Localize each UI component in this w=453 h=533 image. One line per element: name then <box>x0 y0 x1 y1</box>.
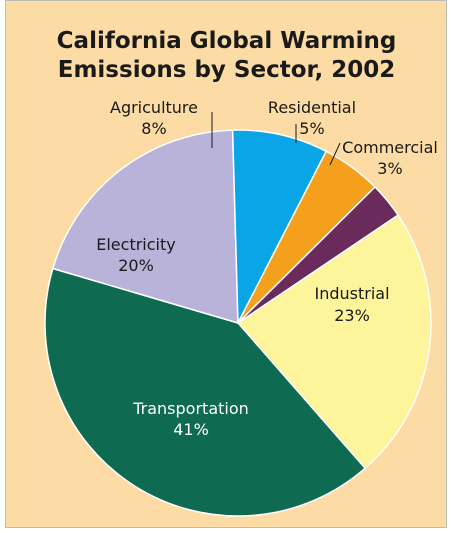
slice-label-residential: Residential <box>268 98 356 117</box>
slice-label-industrial: Industrial <box>314 284 389 303</box>
pie-slice-industrial <box>237 214 432 469</box>
slice-value-industrial: 23% <box>334 306 370 325</box>
pie-slice-commercial <box>237 186 399 324</box>
chart-title-line-1: California Global Warming <box>56 28 397 54</box>
leader-line-commercial <box>329 142 341 166</box>
slice-label-agriculture: Agriculture <box>110 98 198 117</box>
pie-slice-transportation <box>44 267 366 517</box>
pie-slice-agriculture <box>231 129 327 324</box>
slice-value-transportation: 41% <box>173 420 209 439</box>
slice-value-agriculture: 8% <box>141 119 166 138</box>
slice-value-electricity: 20% <box>118 256 154 275</box>
slice-label-transportation: Transportation <box>132 399 249 418</box>
slice-label-electricity: Electricity <box>96 235 175 254</box>
chart-title-line-2: Emissions by Sector, 2002 <box>57 57 396 83</box>
pie-slice-electricity <box>52 129 239 324</box>
slice-value-residential: 5% <box>299 119 324 138</box>
slice-label-commercial: Commercial <box>342 138 438 157</box>
slice-value-commercial: 3% <box>377 159 402 178</box>
